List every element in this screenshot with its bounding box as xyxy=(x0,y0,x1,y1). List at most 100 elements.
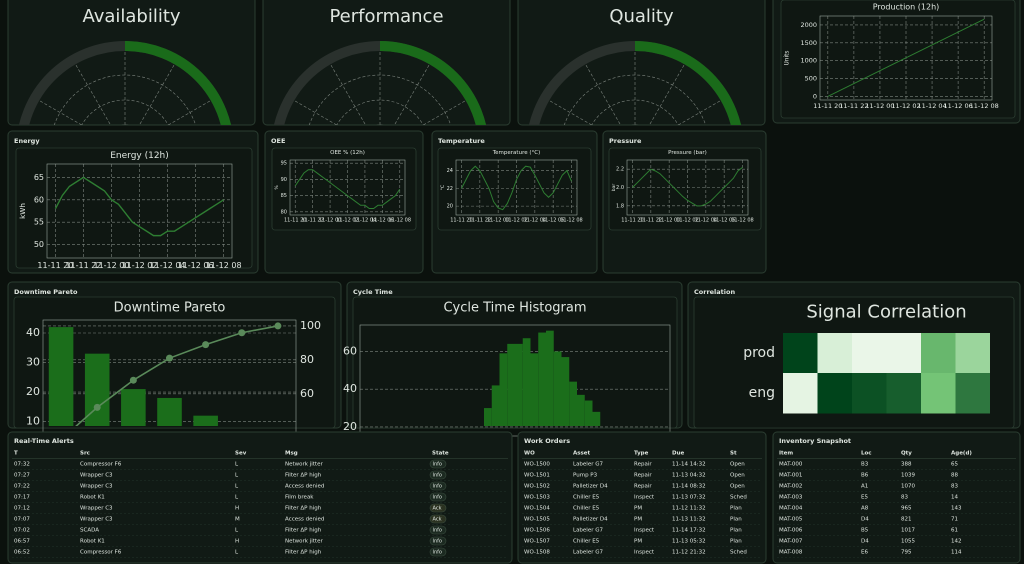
heatmap-cell xyxy=(886,333,922,374)
plot-frame xyxy=(455,159,578,216)
cell: PM xyxy=(634,506,642,512)
cell: 143 xyxy=(951,506,962,512)
cell: MAT-000 xyxy=(779,462,803,468)
status-badge xyxy=(429,514,447,524)
cell: Wrapper C3 xyxy=(80,484,113,490)
y2-tick-label: 60 xyxy=(300,387,314,400)
cell: 11-13 05:32 xyxy=(672,539,706,545)
cell: Labeler G7 xyxy=(573,550,603,556)
cell: MAT-004 xyxy=(779,506,803,512)
cell: Plan xyxy=(730,506,742,512)
column-header: Age(d) xyxy=(951,451,972,457)
cell: MAT-008 xyxy=(779,550,803,556)
y-axis-label: kWh xyxy=(18,203,27,219)
gauge-title: Quality xyxy=(609,6,674,27)
cell: Robot K1 xyxy=(80,539,105,545)
x-tick-label: 11-12 08 xyxy=(970,102,999,110)
figure xyxy=(608,147,762,231)
histogram-bar xyxy=(507,343,515,426)
column-header: Msg xyxy=(285,451,298,457)
column-header: Qty xyxy=(901,451,912,457)
x-tick-label: 11-12 00 xyxy=(658,217,680,223)
y-tick-label: 95 xyxy=(281,161,287,167)
x-tick-label: 11-12 02 xyxy=(336,217,358,223)
cell: WO-1500 xyxy=(524,462,550,468)
x-tick-label: 11-12 06 xyxy=(542,217,564,223)
cell: Filter ΔP high xyxy=(285,473,322,479)
gauge xyxy=(528,41,742,125)
chart-title: Pressure (bar) xyxy=(668,150,707,156)
cell: A8 xyxy=(861,506,869,512)
x-tick-label: 11-12 06 xyxy=(371,217,393,223)
cell: Sched xyxy=(730,495,747,501)
histogram-bar xyxy=(577,394,585,426)
cell: 06:57 xyxy=(14,539,30,545)
cell: 11-13 07:32 xyxy=(672,495,706,501)
column-header: Item xyxy=(779,451,793,457)
y-tick-label: 60 xyxy=(34,195,44,204)
column-header: State xyxy=(432,451,449,457)
cell: 83 xyxy=(951,484,958,490)
y-tick-label: 20 xyxy=(447,204,453,210)
x-tick-label: 11-12 02 xyxy=(891,102,920,110)
cell: H xyxy=(235,506,239,512)
y-tick-label: 1.8 xyxy=(616,203,624,209)
histogram-bar xyxy=(553,351,562,426)
x-tick-label: 11-12 04 xyxy=(917,102,946,110)
cell: E6 xyxy=(861,550,868,556)
column-header: Loc xyxy=(861,451,872,457)
cell: Repair xyxy=(634,462,652,468)
heatmap xyxy=(783,333,990,414)
cell: Chiller E5 xyxy=(573,495,600,501)
y-tick-label: 20 xyxy=(343,420,357,433)
chart-title: Downtime Pareto xyxy=(114,301,226,316)
x-tick-label: 11-12 04 xyxy=(150,261,186,270)
cell: L xyxy=(235,495,239,501)
cell: 1017 xyxy=(901,528,915,534)
x-tick-label: 11-11 22 xyxy=(839,102,868,110)
plot-frame xyxy=(359,324,671,437)
cumulative-point xyxy=(93,403,101,411)
gauge xyxy=(18,41,232,125)
y-tick-label: 0 xyxy=(813,92,817,100)
cell: Filter ΔP high xyxy=(285,550,322,556)
x-tick-label: 11-11 20 xyxy=(284,217,306,223)
cell: Palletizer D4 xyxy=(573,484,608,490)
x-tick-label: 11-11 22 xyxy=(301,217,323,223)
figure xyxy=(780,0,1016,119)
status-text: Info xyxy=(433,550,442,556)
gauge-arc xyxy=(124,41,232,125)
status-text: Info xyxy=(433,539,442,545)
status-badge xyxy=(429,547,447,557)
cell: E5 xyxy=(861,495,868,501)
y-tick-label: 90 xyxy=(281,177,287,183)
y-tick-label: 24 xyxy=(447,168,453,174)
cell: L xyxy=(235,484,239,490)
row-label: prod xyxy=(743,345,775,361)
panel-title: Cycle Time xyxy=(353,288,393,296)
cell: Open xyxy=(730,462,745,468)
heatmap-cell xyxy=(955,333,990,374)
y-tick-label: 1500 xyxy=(800,39,817,47)
histogram-bar xyxy=(491,385,500,426)
panel-title: Downtime Pareto xyxy=(14,288,78,296)
gauge-grid-arc xyxy=(564,74,706,125)
cell: MAT-003 xyxy=(779,495,803,501)
cell: 965 xyxy=(901,506,912,512)
y-tick-label: 2.2 xyxy=(616,167,624,173)
column-header: Src xyxy=(80,451,90,457)
cell: PM xyxy=(634,539,642,545)
histogram-bar xyxy=(538,332,546,426)
panel xyxy=(772,431,1021,564)
cell: Filter ΔP high xyxy=(285,506,322,512)
cell: Wrapper C3 xyxy=(80,506,113,512)
x-tick-label: 11-12 06 xyxy=(713,217,735,223)
panel-title: Inventory Snapshot xyxy=(779,437,851,445)
cell: B3 xyxy=(861,462,869,468)
cell: SCADA xyxy=(80,528,99,534)
cell: WO-1501 xyxy=(524,473,550,479)
panel-title: Energy xyxy=(14,137,40,145)
cell: 07:12 xyxy=(14,506,30,512)
heatmap-cell xyxy=(783,333,818,374)
cell: Film break xyxy=(285,495,314,501)
